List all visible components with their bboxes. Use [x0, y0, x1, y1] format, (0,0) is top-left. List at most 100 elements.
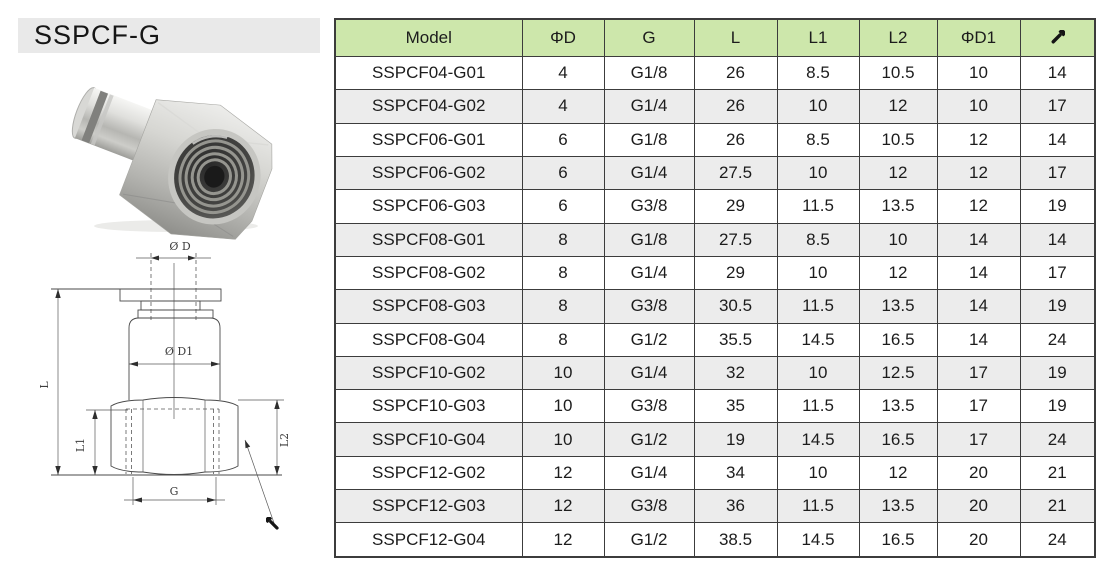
spec-cell: G1/8 [603, 222, 695, 257]
spec-cell: 35.5 [693, 322, 778, 357]
spec-row: SSPCF12-G03 12 G3/8 36 11.5 13.5 20 21 [334, 489, 1096, 524]
dim-label-l1: L1 [74, 438, 87, 452]
header-phi-d: ΦD [521, 18, 605, 57]
spec-cell: 13.5 [858, 389, 938, 424]
spec-cell: 14 [1019, 222, 1096, 257]
spec-cell: 4 [521, 89, 605, 124]
technical-drawing: Ø D Ø D1 [28, 233, 320, 565]
dim-label-g: G [170, 485, 179, 498]
spec-cell: 19 [1019, 389, 1096, 424]
spec-cell: 24 [1019, 422, 1096, 457]
spec-cell: 4 [521, 55, 605, 91]
spec-cell: 8 [521, 322, 605, 357]
page-title: SSPCF-G [34, 20, 162, 50]
spec-cell: 14 [936, 255, 1021, 291]
spec-cell: 19 [1019, 355, 1096, 391]
model-cell: SSPCF12-G03 [334, 489, 523, 524]
spec-cell: 20 [936, 522, 1021, 558]
spec-cell: 12 [521, 455, 605, 491]
spec-cell: 14 [1019, 55, 1096, 91]
spec-cell: 11.5 [776, 389, 860, 424]
spec-cell: 17 [936, 389, 1021, 424]
spec-cell: 8.5 [776, 122, 860, 157]
spec-row: SSPCF04-G01 4 G1/8 26 8.5 10.5 10 14 [334, 55, 1096, 91]
model-cell: SSPCF04-G01 [334, 55, 523, 91]
spec-cell: 17 [936, 355, 1021, 391]
spec-cell: 12 [936, 155, 1021, 191]
spec-cell: 10 [858, 222, 938, 257]
spec-cell: G1/2 [603, 522, 695, 558]
spec-cell: 20 [936, 455, 1021, 491]
dim-label-l: L [38, 381, 51, 389]
spec-cell: 14 [936, 222, 1021, 257]
spec-cell: 14 [936, 289, 1021, 324]
spec-cell: 19 [1019, 289, 1096, 324]
spec-cell: 17 [1019, 255, 1096, 291]
spec-row: SSPCF06-G02 6 G1/4 27.5 10 12 12 17 [334, 155, 1096, 191]
spec-row: SSPCF08-G03 8 G3/8 30.5 11.5 13.5 14 19 [334, 289, 1096, 324]
spec-cell: 10 [776, 455, 860, 491]
spec-cell: 19 [693, 422, 778, 457]
spec-cell: 8.5 [776, 222, 860, 257]
spec-cell: 11.5 [776, 189, 860, 224]
spec-cell: 16.5 [858, 422, 938, 457]
model-cell: SSPCF08-G03 [334, 289, 523, 324]
spec-cell: 11.5 [776, 489, 860, 524]
spec-cell: 26 [693, 89, 778, 124]
spec-table: Model ΦD G L L1 L2 ΦD1 SSPCF04-G01 4 G1/8 2… [334, 18, 1096, 558]
spec-cell: 12 [521, 522, 605, 558]
spec-cell: 8 [521, 222, 605, 257]
spec-cell: 12.5 [858, 355, 938, 391]
header-wrench-size [1019, 18, 1096, 57]
spec-cell: 10 [936, 55, 1021, 91]
spec-row: SSPCF06-G03 6 G3/8 29 11.5 13.5 12 19 [334, 189, 1096, 224]
spec-row: SSPCF06-G01 6 G1/8 26 8.5 10.5 12 14 [334, 122, 1096, 157]
spec-cell: 16.5 [858, 522, 938, 558]
spec-cell: G1/4 [603, 455, 695, 491]
spec-cell: 12 [858, 155, 938, 191]
spec-cell: G3/8 [603, 489, 695, 524]
spec-cell: 35 [693, 389, 778, 424]
wrench-icon [1049, 29, 1065, 47]
spec-cell: G3/8 [603, 389, 695, 424]
spec-cell: 12 [521, 489, 605, 524]
model-cell: SSPCF06-G01 [334, 122, 523, 157]
spec-cell: 6 [521, 189, 605, 224]
spec-cell: G1/4 [603, 155, 695, 191]
model-cell: SSPCF06-G03 [334, 189, 523, 224]
spec-cell: G1/4 [603, 89, 695, 124]
spec-cell: 26 [693, 122, 778, 157]
spec-cell: 24 [1019, 522, 1096, 558]
model-cell: SSPCF08-G04 [334, 322, 523, 357]
spec-cell: G3/8 [603, 289, 695, 324]
spec-row: SSPCF12-G04 12 G1/2 38.5 14.5 16.5 20 24 [334, 522, 1096, 558]
spec-cell: 14 [1019, 122, 1096, 157]
spec-cell: 36 [693, 489, 778, 524]
header-model: Model [334, 18, 523, 57]
spec-table-body: SSPCF04-G01 4 G1/8 26 8.5 10.5 10 14 SSPCF04-G02… [334, 55, 1096, 558]
spec-cell: 17 [1019, 89, 1096, 124]
header-phi-d1: ΦD1 [936, 18, 1021, 57]
spec-cell: G1/2 [603, 322, 695, 357]
wrench-icon [266, 517, 279, 530]
spec-cell: 8.5 [776, 55, 860, 91]
spec-cell: 13.5 [858, 189, 938, 224]
model-cell: SSPCF10-G02 [334, 355, 523, 391]
spec-cell: 10 [776, 89, 860, 124]
spec-cell: 24 [1019, 322, 1096, 357]
spec-row: SSPCF08-G04 8 G1/2 35.5 14.5 16.5 14 24 [334, 322, 1096, 357]
spec-cell: 11.5 [776, 289, 860, 324]
spec-cell: 6 [521, 155, 605, 191]
fitting-photo-illustration [71, 87, 273, 240]
spec-cell: 26 [693, 55, 778, 91]
spec-cell: 8 [521, 255, 605, 291]
table-header-row: Model ΦD G L L1 L2 ΦD1 [334, 18, 1096, 57]
model-cell: SSPCF08-G02 [334, 255, 523, 291]
dim-label-d: Ø D [169, 240, 191, 253]
spec-cell: 10.5 [858, 122, 938, 157]
spec-cell: 10 [776, 355, 860, 391]
dim-label-d1: Ø D1 [165, 345, 193, 358]
spec-row: SSPCF10-G04 10 G1/2 19 14.5 16.5 17 24 [334, 422, 1096, 457]
spec-row: SSPCF08-G01 8 G1/8 27.5 8.5 10 14 14 [334, 222, 1096, 257]
